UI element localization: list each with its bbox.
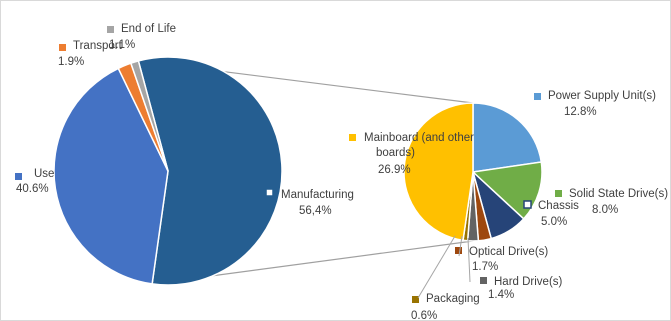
slice-power-supply-unit-s (472, 102, 543, 173)
legend-key (412, 296, 419, 303)
label-name: Chassis (538, 200, 579, 212)
legend-key (523, 200, 532, 209)
label-use: Use 40.6% (15, 168, 54, 195)
legend-key (349, 134, 356, 141)
slice-manufacturing (137, 56, 283, 286)
slice-end-of-life (129, 59, 169, 172)
main-pie (53, 56, 283, 286)
label-chassis: Chassis 5.0% (523, 200, 579, 228)
legend-key (59, 44, 66, 51)
breakdown-pie (403, 102, 543, 242)
label-solid-state-drive-s: Solid State Drive(s) 8.0% (555, 188, 668, 216)
leader-line (467, 237, 471, 283)
label-value: 26.9% (378, 164, 411, 176)
label-value: 1.1% (109, 39, 135, 51)
label-value: 1.9% (58, 56, 84, 68)
legend-key (534, 93, 541, 100)
label-name: Hard Drive(s) (494, 276, 563, 288)
slice-use (53, 67, 169, 285)
label-value: 8.0% (592, 204, 618, 216)
label-power-supply-unit-s: Power Supply Unit(s) 12.8% (534, 90, 656, 118)
label-name: End of Life (121, 23, 176, 35)
label-value: 0.6% (411, 310, 437, 321)
leader-line (458, 235, 463, 257)
label-value: 12.8% (564, 106, 597, 118)
label-value: 40.6% (16, 183, 49, 195)
legend-key (265, 188, 274, 197)
label-name: Packaging (426, 293, 480, 305)
label-name-line-2: boards) (376, 147, 415, 159)
legend-key (107, 26, 114, 33)
label-name: Use (34, 168, 54, 180)
label-name-line-1: Mainboard (and other (364, 132, 474, 144)
label-name: Power Supply Unit(s) (548, 90, 656, 102)
label-value: 1.4% (488, 289, 514, 301)
label-mainboard-and-other-boards: Mainboard (and other boards) 26.9% (349, 132, 474, 176)
legend-key (455, 247, 462, 254)
slice-mainboard-and-other-boards (403, 102, 474, 242)
label-value: 1.7% (472, 261, 498, 273)
label-value: 56,4% (299, 205, 332, 217)
legend-key (555, 190, 562, 197)
label-value: 5.0% (541, 216, 567, 228)
label-name: Optical Drive(s) (469, 246, 548, 258)
label-hard-drive-s: Hard Drive(s)1.4% (480, 276, 563, 301)
legend-key (480, 277, 487, 284)
label-name: Transport (73, 40, 123, 52)
label-end-of-life: End of Life 1.1% (107, 23, 176, 51)
label-optical-drive-s: Optical Drive(s) 1.7% (455, 246, 548, 273)
label-name: Solid State Drive(s) (569, 188, 668, 200)
legend-key (15, 173, 22, 180)
data-labels: Use 40.6% Transport 1.9% End of Life 1.1% Manu… (15, 23, 668, 321)
label-transport: Transport 1.9% (58, 40, 123, 68)
label-packaging: Packaging 0.6% (411, 293, 480, 321)
label-name: Manufacturing (281, 189, 354, 201)
label-manufacturing: Manufacturing 56,4% (265, 188, 354, 217)
leader-line (417, 235, 456, 299)
